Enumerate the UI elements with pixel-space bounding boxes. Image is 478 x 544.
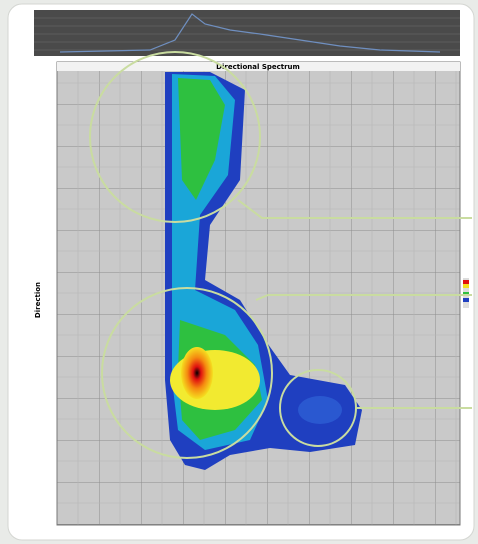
- peak-region: [181, 347, 213, 399]
- spectrum-strip: [34, 10, 460, 56]
- swell-region: [298, 396, 342, 424]
- y-axis-label: Direction: [34, 282, 42, 318]
- spectrum-line: [59, 13, 441, 53]
- title-bar: [57, 62, 460, 71]
- plot-area: [56, 61, 461, 526]
- highlights: [89, 51, 472, 459]
- chart-title: Directional Spectrum: [216, 63, 300, 71]
